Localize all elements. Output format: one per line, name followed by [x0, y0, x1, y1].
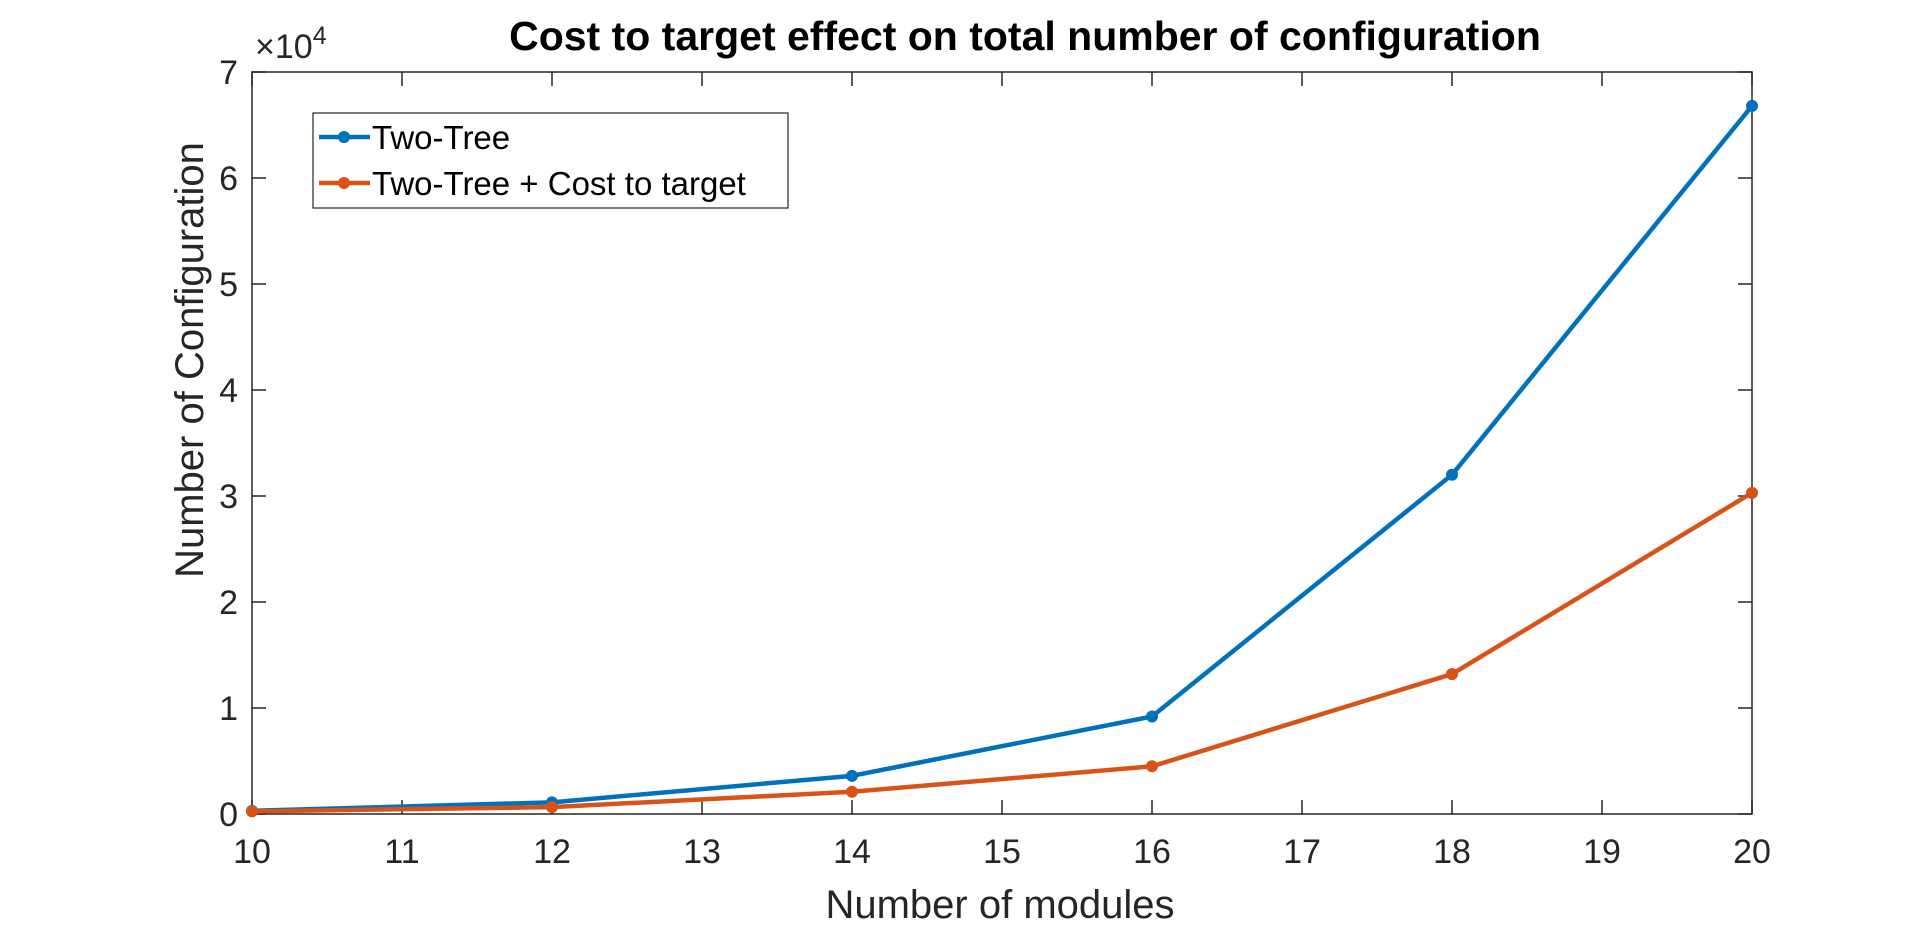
data-point — [1446, 468, 1458, 481]
y-exponent-label: ×104 — [255, 22, 327, 66]
y-tick-label: 4 — [219, 372, 238, 410]
x-tick-label: 15 — [983, 833, 1021, 871]
x-tick-label: 16 — [1133, 833, 1171, 871]
y-exponent-base: ×10 — [255, 28, 313, 66]
legend: Two-Tree Two-Tree + Cost to target — [312, 112, 789, 209]
data-point — [1146, 710, 1158, 723]
y-exponent-power: 4 — [313, 22, 327, 50]
legend-label-two-tree: Two-Tree — [372, 119, 510, 156]
series-line — [251, 104, 1754, 814]
y-axis-title: Number of Configuration — [168, 142, 212, 578]
x-tick-label: 11 — [384, 833, 419, 871]
y-tick-label: 3 — [219, 478, 238, 516]
y-tick-label: 6 — [219, 160, 238, 198]
x-tick-label: 17 — [1283, 833, 1321, 871]
data-point — [1746, 99, 1758, 112]
legend-box — [312, 112, 789, 209]
x-tick-label: 20 — [1733, 833, 1771, 871]
y-tick-label: 2 — [219, 584, 238, 622]
data-point — [1446, 668, 1458, 681]
chart-title: Cost to target effect on total number of… — [509, 13, 1541, 59]
legend-marker-two-tree — [338, 131, 350, 143]
data-point — [546, 801, 558, 814]
x-tick-label: 13 — [683, 833, 721, 871]
series-1 — [246, 486, 1758, 818]
y-tick-label: 5 — [219, 266, 238, 304]
legend-label-cost-to-target: Two-Tree + Cost to target — [372, 165, 746, 202]
series-line — [251, 490, 1754, 814]
data-point — [846, 785, 858, 798]
y-tick-label: 7 — [219, 54, 238, 92]
y-tick-label: 0 — [219, 796, 238, 834]
series-layer — [246, 99, 1758, 818]
x-tick-label: 10 — [233, 833, 271, 871]
y-tick-label: 1 — [219, 690, 238, 728]
x-tick-label: 19 — [1583, 833, 1621, 871]
x-tick-label: 18 — [1433, 833, 1471, 871]
x-axis-title: Number of modules — [825, 883, 1174, 926]
x-tick-label: 14 — [833, 833, 871, 871]
data-point — [1146, 760, 1158, 773]
legend-marker-cost-to-target — [338, 177, 350, 189]
data-point — [246, 805, 258, 818]
x-axis: 10 11 12 13 14 15 16 17 18 19 20 — [233, 72, 1771, 871]
data-point — [846, 769, 858, 782]
x-tick-label: 12 — [533, 833, 571, 871]
data-point — [1746, 486, 1758, 499]
